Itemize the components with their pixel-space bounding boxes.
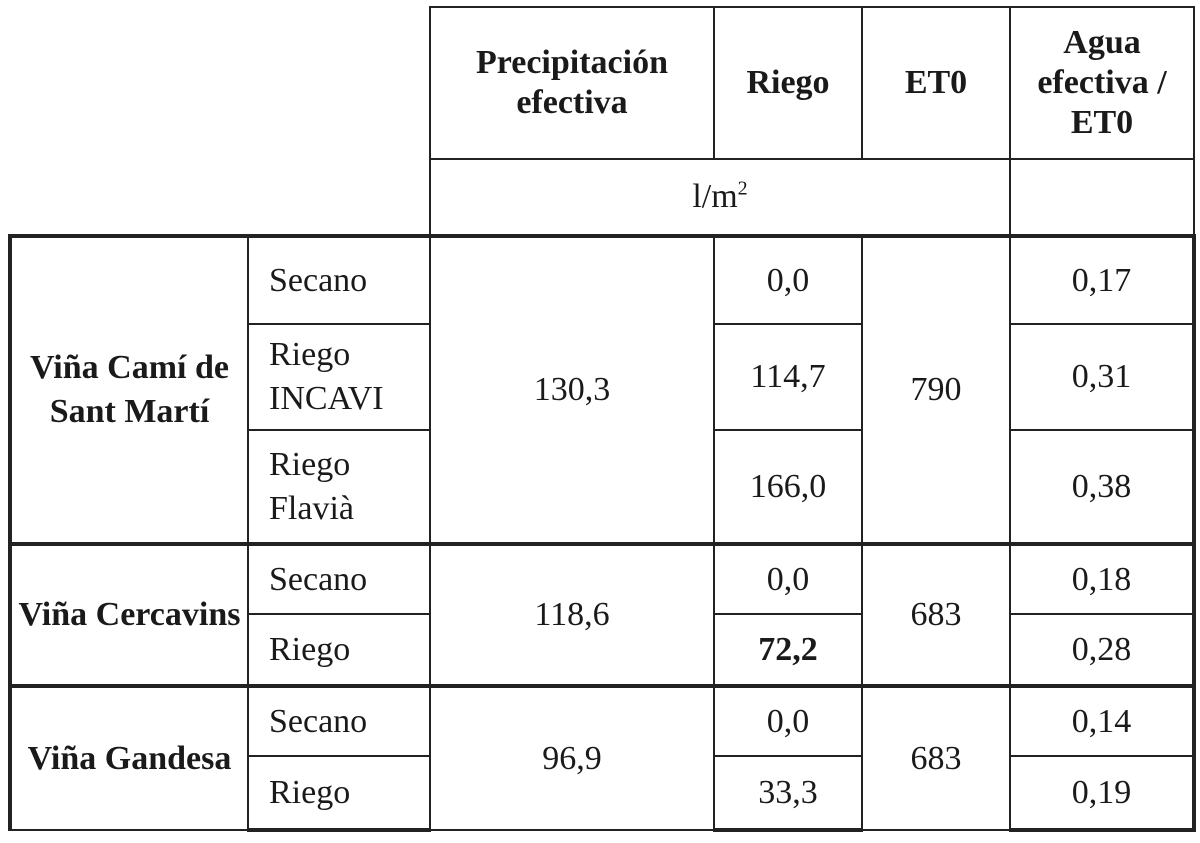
table-row: Riego 33,3 0,19 bbox=[10, 755, 1196, 832]
treatment-cell: Riego bbox=[247, 755, 431, 832]
table-row: Riego 72,2 0,28 bbox=[10, 613, 1196, 688]
vineyard-name: Viña Gandesa bbox=[8, 684, 249, 831]
units-cell: l/m2 bbox=[429, 158, 1011, 237]
riego-value: 72,2 bbox=[713, 613, 863, 688]
et0-value: 683 bbox=[861, 684, 1011, 831]
header-blank bbox=[10, 7, 430, 159]
vineyard-name: Viña Cercavins bbox=[8, 542, 249, 687]
precipitacion-value: 130,3 bbox=[429, 234, 715, 545]
header-et0: ET0 bbox=[861, 6, 1011, 160]
irrigation-table: Precipitación efectiva Riego ET0 Agua ef… bbox=[8, 6, 1196, 832]
unit-base: l/m bbox=[692, 178, 738, 215]
precipitacion-value: 118,6 bbox=[429, 542, 715, 687]
ratio-value: 0,31 bbox=[1009, 323, 1196, 431]
ratio-value: 0,17 bbox=[1009, 234, 1196, 325]
table-row: Viña Cercavins Secano 118,6 0,0 683 0,18 bbox=[8, 542, 1196, 687]
table-row: Viña Camí de Sant Martí Secano 130,3 0,0… bbox=[8, 234, 1196, 545]
treatment-cell: Secano bbox=[247, 542, 431, 615]
ratio-value: 0,28 bbox=[1009, 613, 1196, 688]
table-row: Viña Gandesa Secano 96,9 0,0 683 0,14 bbox=[8, 684, 1196, 831]
table-row: Riego Flavià 166,0 0,38 bbox=[10, 429, 1196, 546]
header-precipitacion: Precipitación efectiva bbox=[429, 6, 715, 160]
treatment-cell: Secano bbox=[247, 234, 431, 325]
et0-value: 683 bbox=[861, 542, 1011, 687]
riego-value: 114,7 bbox=[713, 323, 863, 431]
vineyard-name: Viña Camí de Sant Martí bbox=[8, 234, 249, 545]
treatment-cell: Riego Flavià bbox=[247, 429, 431, 546]
units-blank bbox=[10, 159, 430, 236]
treatment-cell: Riego bbox=[247, 613, 431, 688]
header-agua-efectiva: Agua efectiva / ET0 bbox=[1009, 6, 1195, 160]
ratio-value: 0,14 bbox=[1009, 684, 1196, 757]
ratio-value: 0,19 bbox=[1009, 755, 1196, 832]
riego-value: 0,0 bbox=[713, 542, 863, 615]
treatment-cell: Riego INCAVI bbox=[247, 323, 431, 431]
ratio-value: 0,38 bbox=[1009, 429, 1196, 546]
et0-value: 790 bbox=[861, 234, 1011, 545]
riego-value: 33,3 bbox=[713, 755, 863, 832]
riego-value: 0,0 bbox=[713, 684, 863, 757]
ratio-value: 0,18 bbox=[1009, 542, 1196, 615]
riego-value: 166,0 bbox=[713, 429, 863, 546]
table-row: Riego INCAVI 114,7 0,31 bbox=[10, 323, 1196, 431]
units-row: l/m2 bbox=[10, 158, 1195, 237]
unit-exponent: 2 bbox=[737, 177, 748, 200]
precipitacion-value: 96,9 bbox=[429, 684, 715, 831]
units-empty-cell bbox=[1009, 158, 1195, 237]
header-riego: Riego bbox=[713, 6, 863, 160]
header-row: Precipitación efectiva Riego ET0 Agua ef… bbox=[10, 6, 1195, 160]
riego-value: 0,0 bbox=[713, 234, 863, 325]
treatment-cell: Secano bbox=[247, 684, 431, 757]
